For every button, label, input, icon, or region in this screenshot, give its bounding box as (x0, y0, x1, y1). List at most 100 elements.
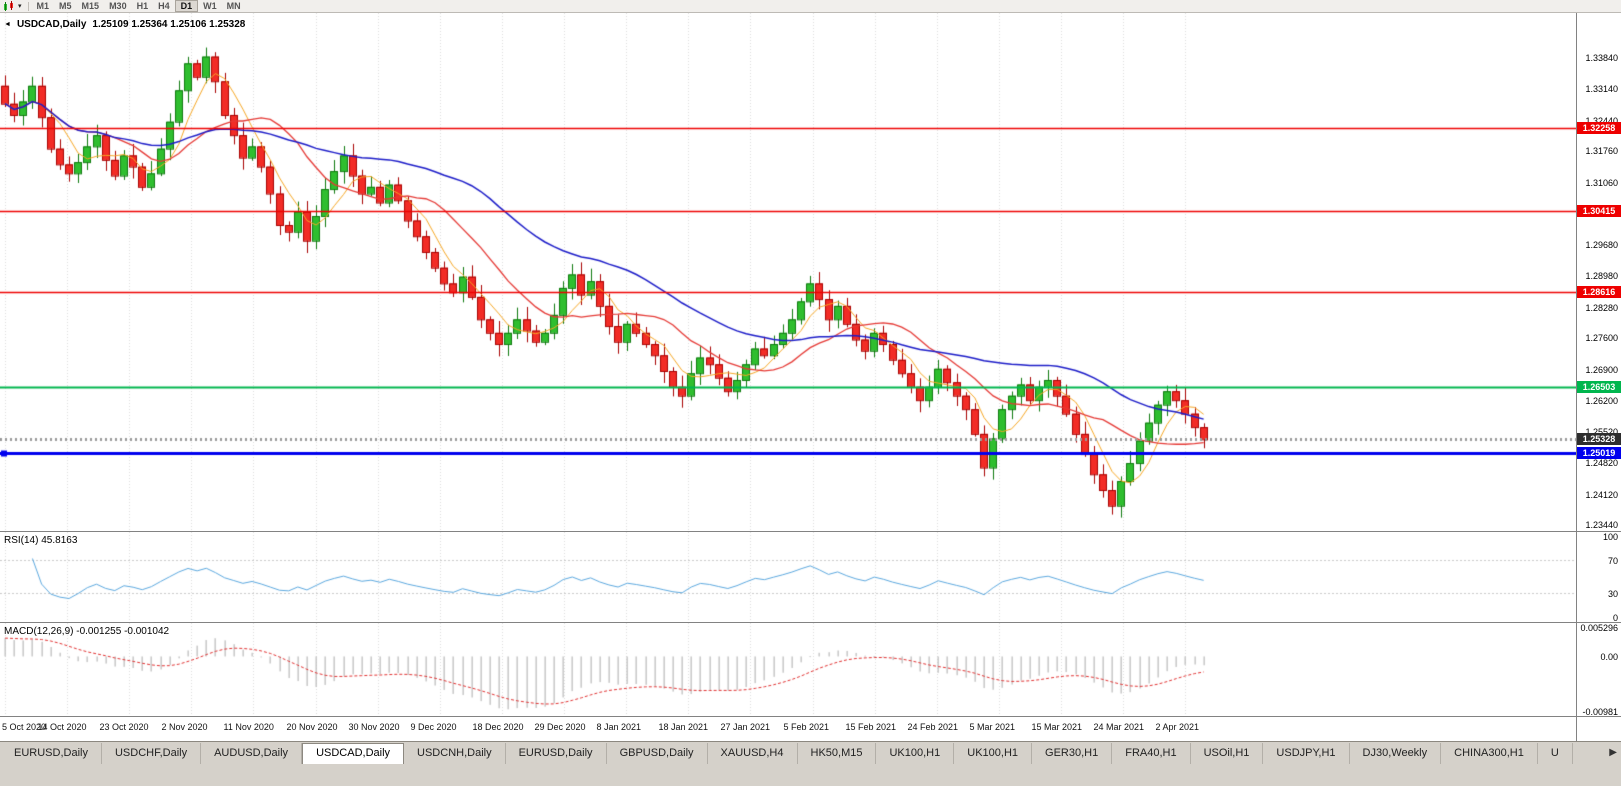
price-axis-label: 1.28980 (1585, 271, 1618, 281)
panel-separator (1577, 716, 1621, 717)
timeframe-button-d1[interactable]: D1 (174, 0, 199, 12)
macd-label: MACD(12,26,9) -0.001255 -0.001042 (4, 626, 170, 637)
date-label: 2 Nov 2020 (161, 722, 208, 732)
toolbar-separator (27, 1, 29, 11)
price-axis-label: 1.26900 (1585, 365, 1618, 375)
panel-separator (1577, 531, 1621, 532)
date-label: 24 Feb 2021 (907, 722, 959, 732)
chart-tab-gbpusd-daily[interactable]: GBPUSD,Daily (607, 743, 708, 764)
timeframe-button-h1[interactable]: H1 (136, 1, 149, 11)
date-label: 8 Jan 2021 (596, 722, 642, 732)
price-axis-label: 1.25520 (1585, 427, 1618, 437)
price-axis-label: 1.29680 (1585, 240, 1618, 250)
chart-tab-ger30-h1[interactable]: GER30,H1 (1032, 743, 1113, 764)
panel-separator (1577, 622, 1621, 623)
timeframe-button-w1[interactable]: W1 (203, 1, 217, 11)
chart-ohlc-values: 1.25109 1.25364 1.25106 1.25328 (92, 19, 246, 30)
date-label: 23 Oct 2020 (99, 722, 149, 732)
price-axis-label: 1.33840 (1585, 53, 1618, 63)
price-axis[interactable]: 1.338401.331401.324401.317601.310601.303… (1576, 13, 1621, 741)
collapse-icon[interactable]: ◄ (4, 21, 11, 28)
rsi-axis-label: 100 (1602, 532, 1618, 542)
chart-type-dropdown-icon[interactable]: ▾ (18, 3, 22, 10)
chart-tab-bar: EURUSD,Daily USDCHF,Daily AUDUSD,Daily USDC… (0, 741, 1621, 786)
timeframe-button-m5[interactable]: M5 (59, 1, 72, 11)
date-label: 14 Oct 2020 (37, 722, 87, 732)
chart-tab-usdcnh-daily[interactable]: USDCNH,Daily (404, 743, 506, 764)
chart-candles-icon[interactable] (3, 0, 16, 12)
date-label: 2 Apr 2021 (1155, 722, 1200, 732)
date-label: 5 Oct 2020 (2, 722, 47, 732)
date-label: 27 Jan 2021 (720, 722, 771, 732)
date-label: 15 Mar 2021 (1031, 722, 1083, 732)
hline-price-tag[interactable]: 1.28616 (1577, 286, 1621, 298)
rsi-axis-label: 30 (1607, 589, 1618, 599)
chart-tab-eurusd-daily[interactable]: EURUSD,Daily (1, 743, 102, 764)
main-chart-canvas[interactable] (0, 13, 1576, 531)
price-axis-label: 1.31760 (1585, 146, 1618, 156)
chart-tab-hk50-m15[interactable]: HK50,M15 (798, 743, 877, 764)
date-label: 5 Mar 2021 (969, 722, 1016, 732)
chart-tab-uk100-h1[interactable]: UK100,H1 (876, 743, 955, 764)
timeframe-button-m30[interactable]: M30 (109, 1, 127, 11)
chart-symbol-period: USDCAD,Daily (16, 19, 87, 30)
timeframe-button-m1[interactable]: M1 (36, 1, 50, 11)
macd-axis-label: 0.005296 (1580, 623, 1618, 633)
chart-tab-usdjpy-h1[interactable]: USDJPY,H1 (1263, 743, 1350, 764)
main-chart-panel: ◄ USDCAD,Daily 1.25109 1.25364 1.25106 1… (0, 13, 1576, 531)
price-axis-label: 1.32440 (1585, 116, 1618, 126)
chart-tab-xauusd-h4[interactable]: XAUUSD,H4 (708, 743, 798, 764)
macd-axis-label: -0.00981 (1582, 707, 1618, 717)
date-label: 18 Dec 2020 (472, 722, 524, 732)
rsi-label: RSI(14) 45.8163 (4, 535, 78, 546)
chart-tab-strip: EURUSD,Daily USDCHF,Daily AUDUSD,Daily USDC… (0, 743, 1597, 764)
rsi-canvas[interactable] (0, 532, 1576, 622)
chart-tab-u[interactable]: U (1538, 743, 1573, 764)
price-axis-label: 1.31060 (1585, 178, 1618, 188)
date-label: 20 Nov 2020 (286, 722, 338, 732)
tab-scroll-right-button[interactable]: ▶ (1609, 747, 1617, 758)
date-label: 18 Jan 2021 (658, 722, 709, 732)
rsi-indicator-panel: RSI(14) 45.8163 (0, 531, 1576, 622)
date-label: 24 Mar 2021 (1093, 722, 1145, 732)
timeframe-button-m15[interactable]: M15 (81, 1, 100, 11)
timeframe-button-h4[interactable]: H4 (158, 1, 170, 11)
price-axis-label: 1.26200 (1585, 396, 1618, 406)
current-price-tag: 1.25328 (1577, 433, 1621, 445)
rsi-axis-label: 70 (1607, 556, 1618, 566)
chart-tab-eurusd-daily[interactable]: EURUSD,Daily (506, 743, 607, 764)
hline-price-tag[interactable]: 1.25019 (1577, 447, 1621, 459)
chart-tab-fra40-h1[interactable]: FRA40,H1 (1112, 743, 1191, 764)
price-axis-label: 1.27600 (1585, 333, 1618, 343)
chart-tab-audusd-daily[interactable]: AUDUSD,Daily (201, 743, 303, 764)
hline-price-tag[interactable]: 1.30415 (1577, 205, 1621, 217)
chart-tab-uk100-h1[interactable]: UK100,H1 (954, 743, 1033, 764)
toolbar-icons: ▾ (0, 0, 25, 12)
date-label: 29 Dec 2020 (534, 722, 586, 732)
date-label: 5 Feb 2021 (783, 722, 830, 732)
hline-price-tag[interactable]: 1.32258 (1577, 122, 1621, 134)
chart-tab-usdchf-daily[interactable]: USDCHF,Daily (102, 743, 202, 764)
date-label: 11 Nov 2020 (223, 722, 274, 732)
chart-tab-dj30-weekly[interactable]: DJ30,Weekly (1350, 743, 1442, 764)
price-axis-label: 1.33140 (1585, 84, 1618, 94)
macd-axis-label: 0.00 (1600, 652, 1618, 662)
price-axis-label: 1.28280 (1585, 303, 1618, 313)
rsi-axis-label: 0 (1612, 613, 1618, 623)
macd-canvas[interactable] (0, 623, 1576, 716)
timeframe-button-mn[interactable]: MN (226, 1, 241, 11)
date-axis[interactable]: 5 Oct 2020 14 Oct 2020 23 Oct 2020 2 Nov 20… (0, 716, 1576, 741)
date-label: 15 Feb 2021 (845, 722, 897, 732)
hline-price-tag[interactable]: 1.26503 (1577, 381, 1621, 393)
date-label: 9 Dec 2020 (410, 722, 457, 732)
chart-tab-usdcad-daily[interactable]: USDCAD,Daily (302, 743, 405, 764)
timeframe-toolbar: ▾ M1 M5 M15 M30 H1 H4 D1 W1 MN (0, 0, 1621, 13)
price-axis-label: 1.23440 (1585, 520, 1618, 530)
chart-tab-usoil-h1[interactable]: USOil,H1 (1191, 743, 1264, 764)
timeframe-buttons: M1 M5 M15 M30 H1 H4 D1 W1 MN (32, 0, 246, 12)
price-axis-label: 1.24820 (1585, 458, 1618, 468)
date-label: 30 Nov 2020 (348, 722, 400, 732)
price-axis-label: 1.24120 (1585, 490, 1618, 500)
chart-tab-china300-h1[interactable]: CHINA300,H1 (1441, 743, 1538, 764)
chart-title: ◄ USDCAD,Daily 1.25109 1.25364 1.25106 1… (4, 19, 245, 30)
